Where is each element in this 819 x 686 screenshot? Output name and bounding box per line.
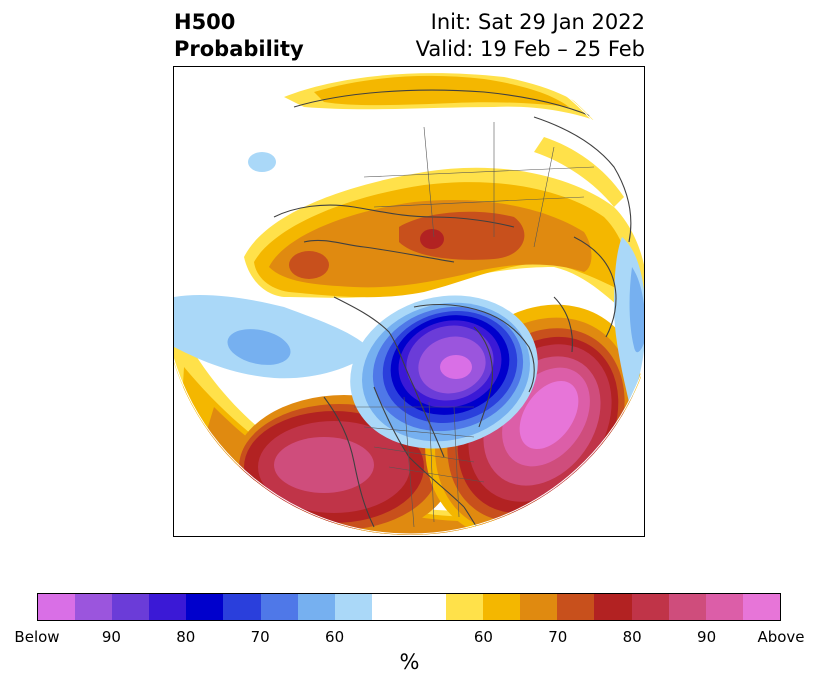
- colorbar-cell: [408, 594, 447, 620]
- political-borders: [354, 122, 595, 528]
- colorbar-tick-label: 80: [622, 628, 642, 646]
- colorbar-cell: [631, 594, 669, 620]
- colorbar-cell: [260, 594, 298, 620]
- colorbar-cell: [668, 594, 706, 620]
- colorbar-cell: [297, 594, 335, 620]
- colorbar-tick-label: Above: [757, 628, 805, 646]
- colorbar-cell: [334, 594, 372, 620]
- colorbar-cell: [223, 594, 261, 620]
- colorbar-tick-label: 60: [325, 628, 345, 646]
- colorbar-tick-label: Below: [14, 628, 60, 646]
- colorbar-cell: [112, 594, 150, 620]
- colorbar-tick-label: 80: [176, 628, 196, 646]
- colorbar-unit-label: %: [399, 650, 420, 674]
- polar-projection-map: [174, 67, 644, 536]
- colorbar-tick-label: 90: [697, 628, 717, 646]
- colorbar-cell: [186, 594, 224, 620]
- forecast-dates: Init: Sat 29 Jan 2022 Valid: 19 Feb – 25…: [416, 9, 645, 63]
- below-normal-canada-anomaly: [350, 295, 538, 449]
- colorbar-cell: [742, 594, 780, 620]
- colorbar-cell: [38, 594, 76, 620]
- colorbar-cell: [557, 594, 595, 620]
- probability-map: [173, 66, 645, 537]
- title-line-2: Probability: [174, 37, 304, 61]
- colorbar-tick-label: 70: [250, 628, 270, 646]
- colorbar-tick-labels: Below 90 80 70 60 60 70 80 90 Above: [0, 628, 819, 648]
- coastlines: [273, 89, 632, 535]
- above-normal-arctic-band: [284, 73, 624, 207]
- colorbar-cell: [483, 594, 521, 620]
- colorbar-tick-label: 90: [101, 628, 121, 646]
- colorbar-cell: [446, 594, 484, 620]
- below-normal-europe-anomaly: [614, 237, 644, 402]
- colorbar-tick-label: 70: [548, 628, 568, 646]
- colorbar-cell: [75, 594, 113, 620]
- colorbar-cell: [520, 594, 558, 620]
- init-date: Init: Sat 29 Jan 2022: [430, 10, 645, 34]
- above-normal-north-band: [244, 167, 644, 327]
- colorbar-tick-label: 60: [473, 628, 493, 646]
- colorbar-cell: [149, 594, 187, 620]
- title-line-1: H500: [174, 10, 236, 34]
- valid-range: Valid: 19 Feb – 25 Feb: [415, 37, 645, 61]
- map-title: H500 Probability: [174, 9, 304, 63]
- colorbar-cell: [705, 594, 743, 620]
- probability-colorbar: [37, 593, 781, 621]
- colorbar-cell: [371, 594, 409, 620]
- below-normal-pacific-band: [174, 152, 374, 379]
- colorbar-cell: [594, 594, 632, 620]
